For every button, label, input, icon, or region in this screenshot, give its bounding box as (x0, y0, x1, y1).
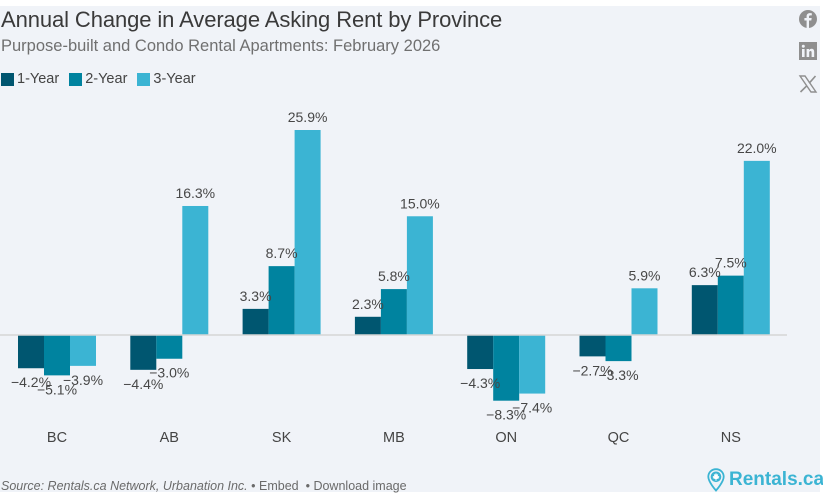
data-label-ab-3-year: 16.3% (175, 185, 215, 201)
bar-bc-3-year[interactable] (70, 335, 96, 366)
bar-qc-1-year[interactable] (579, 335, 606, 357)
category-label-mb: MB (383, 430, 405, 446)
data-label-sk-1-year: 3.3% (240, 288, 272, 304)
bar-qc-2-year[interactable] (605, 335, 632, 362)
data-label-bc-3-year: −3.9% (63, 372, 103, 388)
bar-on-1-year[interactable] (467, 335, 494, 370)
bar-on-2-year[interactable] (493, 335, 520, 401)
bar-qc-3-year[interactable] (631, 288, 658, 335)
category-label-sk: SK (272, 430, 292, 446)
bar-sk-1-year[interactable] (242, 308, 269, 335)
bullet: • (305, 479, 310, 493)
data-label-ns-2-year: 7.5% (715, 255, 747, 271)
legend-swatch-2-year (69, 72, 83, 86)
bar-ab-1-year[interactable] (130, 335, 157, 370)
category-label-qc: QC (608, 430, 630, 446)
legend-swatch-3-year (137, 72, 151, 86)
logo-text: Rentals.ca (729, 469, 823, 490)
legend-label: 1-Year (17, 71, 60, 87)
footer: Source: Rentals.ca Network, Urbanation I… (1, 479, 407, 493)
bar-sk-3-year[interactable] (294, 130, 321, 335)
data-label-on-1-year: −4.3% (460, 375, 500, 391)
data-label-mb-1-year: 2.3% (352, 296, 384, 312)
data-labels-group: −4.2%−5.1%−3.9% −4.4%−3.0% 16.3% 3.3% 8.7% 25… (11, 109, 777, 423)
data-label-on-3-year: −7.4% (512, 400, 552, 416)
data-label-ns-1-year: 6.3% (689, 264, 721, 280)
data-label-mb-2-year: 5.8% (378, 268, 410, 284)
category-label-bc: BC (47, 430, 67, 446)
legend-label: 3-Year (153, 71, 196, 87)
legend-swatch-1-year (1, 72, 14, 86)
rentals-logo[interactable]: Rentals.ca (707, 468, 823, 492)
embed-link[interactable]: Embed (259, 479, 299, 493)
bars-group (18, 130, 770, 401)
data-label-qc-1-year: −2.7% (572, 362, 612, 378)
legend-label: 2-Year (85, 71, 128, 87)
bar-mb-1-year[interactable] (354, 316, 381, 335)
chart-subtitle: Purpose-built and Condo Rental Apartment… (1, 37, 441, 55)
data-label-ns-3-year: 22.0% (737, 140, 777, 156)
x-icon[interactable] (798, 74, 818, 94)
data-label-sk-2-year: 8.7% (266, 245, 298, 261)
linkedin-icon[interactable] (798, 41, 818, 61)
bar-ab-3-year[interactable] (182, 205, 209, 335)
data-label-bc-1-year: −4.2% (11, 374, 51, 390)
bar-bc-1-year[interactable] (18, 335, 44, 369)
category-labels-group: BC AB SK MB ON QC NS (47, 430, 741, 446)
legend-item-1-year[interactable]: 1-Year (1, 71, 59, 87)
bar-bc-2-year[interactable] (44, 335, 70, 376)
data-label-ab-2-year: −3.0% (149, 365, 189, 381)
legend-item-2-year[interactable]: 2-Year (69, 71, 127, 87)
legend: 1-Year 2-Year 3-Year (1, 71, 206, 87)
map-pin-maple-leaf-icon (707, 468, 725, 492)
data-label-on-2-year: −8.3% (486, 407, 526, 423)
facebook-icon[interactable] (798, 9, 818, 29)
chart-title: Annual Change in Average Asking Rent by … (1, 7, 503, 32)
download-image-link[interactable]: Download image (313, 479, 407, 493)
data-label-bc-2-year: −5.1% (37, 381, 77, 397)
bar-sk-2-year[interactable] (268, 266, 295, 335)
category-label-ns: NS (721, 430, 741, 446)
bar-ns-2-year[interactable] (717, 275, 744, 335)
data-label-qc-2-year: −3.3% (598, 367, 638, 383)
data-label-ab-1-year: −4.4% (123, 376, 163, 392)
data-label-sk-3-year: 25.9% (288, 109, 328, 125)
bullet: • (251, 479, 256, 493)
legend-item-3-year[interactable]: 3-Year (137, 71, 196, 87)
bar-mb-3-year[interactable] (406, 216, 433, 335)
bar-mb-2-year[interactable] (380, 289, 407, 335)
source-text: Source: Rentals.ca Network, Urbanation I… (1, 479, 248, 493)
bar-ns-1-year[interactable] (691, 285, 718, 335)
category-label-ab: AB (160, 430, 179, 446)
data-label-mb-3-year: 15.0% (400, 195, 440, 211)
bar-on-3-year[interactable] (519, 335, 546, 394)
category-label-on: ON (495, 430, 517, 446)
bar-ab-2-year[interactable] (156, 335, 183, 359)
bar-ns-3-year[interactable] (743, 160, 770, 335)
data-label-qc-3-year: 5.9% (629, 267, 661, 283)
